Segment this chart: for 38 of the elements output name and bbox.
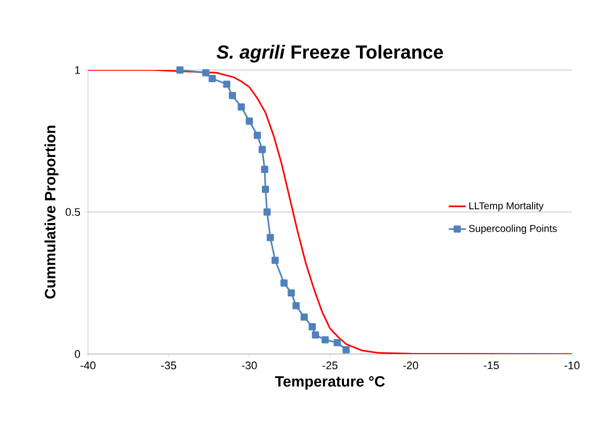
- x-tick-label: -30: [242, 362, 257, 370]
- y-tick-label: 0.5: [66, 208, 80, 216]
- x-axis-title: Temperature °C: [275, 376, 385, 390]
- point: [280, 279, 288, 287]
- point: [202, 69, 210, 76]
- point: [223, 80, 230, 88]
- point: [292, 302, 300, 310]
- point: [308, 323, 316, 330]
- x-tick-label: -15: [484, 362, 499, 370]
- point: [288, 289, 295, 297]
- point: [262, 186, 270, 193]
- point: [261, 166, 268, 173]
- x-tick-label: -25: [322, 362, 338, 370]
- x-tick-label: -35: [161, 362, 176, 370]
- point: [228, 92, 236, 100]
- point: [254, 132, 261, 139]
- point: [312, 331, 320, 339]
- point: [258, 146, 266, 154]
- legend-label: Supercooling Points: [468, 224, 557, 234]
- y-axis-title: Cummulative Proportion: [44, 126, 58, 299]
- legend-label: LLTemp Mortality: [469, 202, 544, 212]
- y-tick-label: 0: [74, 350, 80, 358]
- x-tick-label: -40: [80, 362, 96, 370]
- point: [266, 234, 274, 242]
- point: [208, 74, 216, 82]
- x-tick-label: -10: [564, 362, 580, 370]
- point: [272, 256, 279, 264]
- chart-title: S. agrili Freeze Tolerance: [216, 44, 443, 62]
- point: [246, 118, 253, 125]
- y-tick-label: 1: [75, 66, 80, 74]
- point: [334, 339, 341, 346]
- point: [176, 66, 184, 74]
- point: [238, 103, 245, 111]
- point: [322, 336, 329, 344]
- point: [342, 346, 350, 354]
- point: [263, 208, 271, 216]
- point: [300, 313, 308, 321]
- x-tick-label: -20: [403, 362, 418, 370]
